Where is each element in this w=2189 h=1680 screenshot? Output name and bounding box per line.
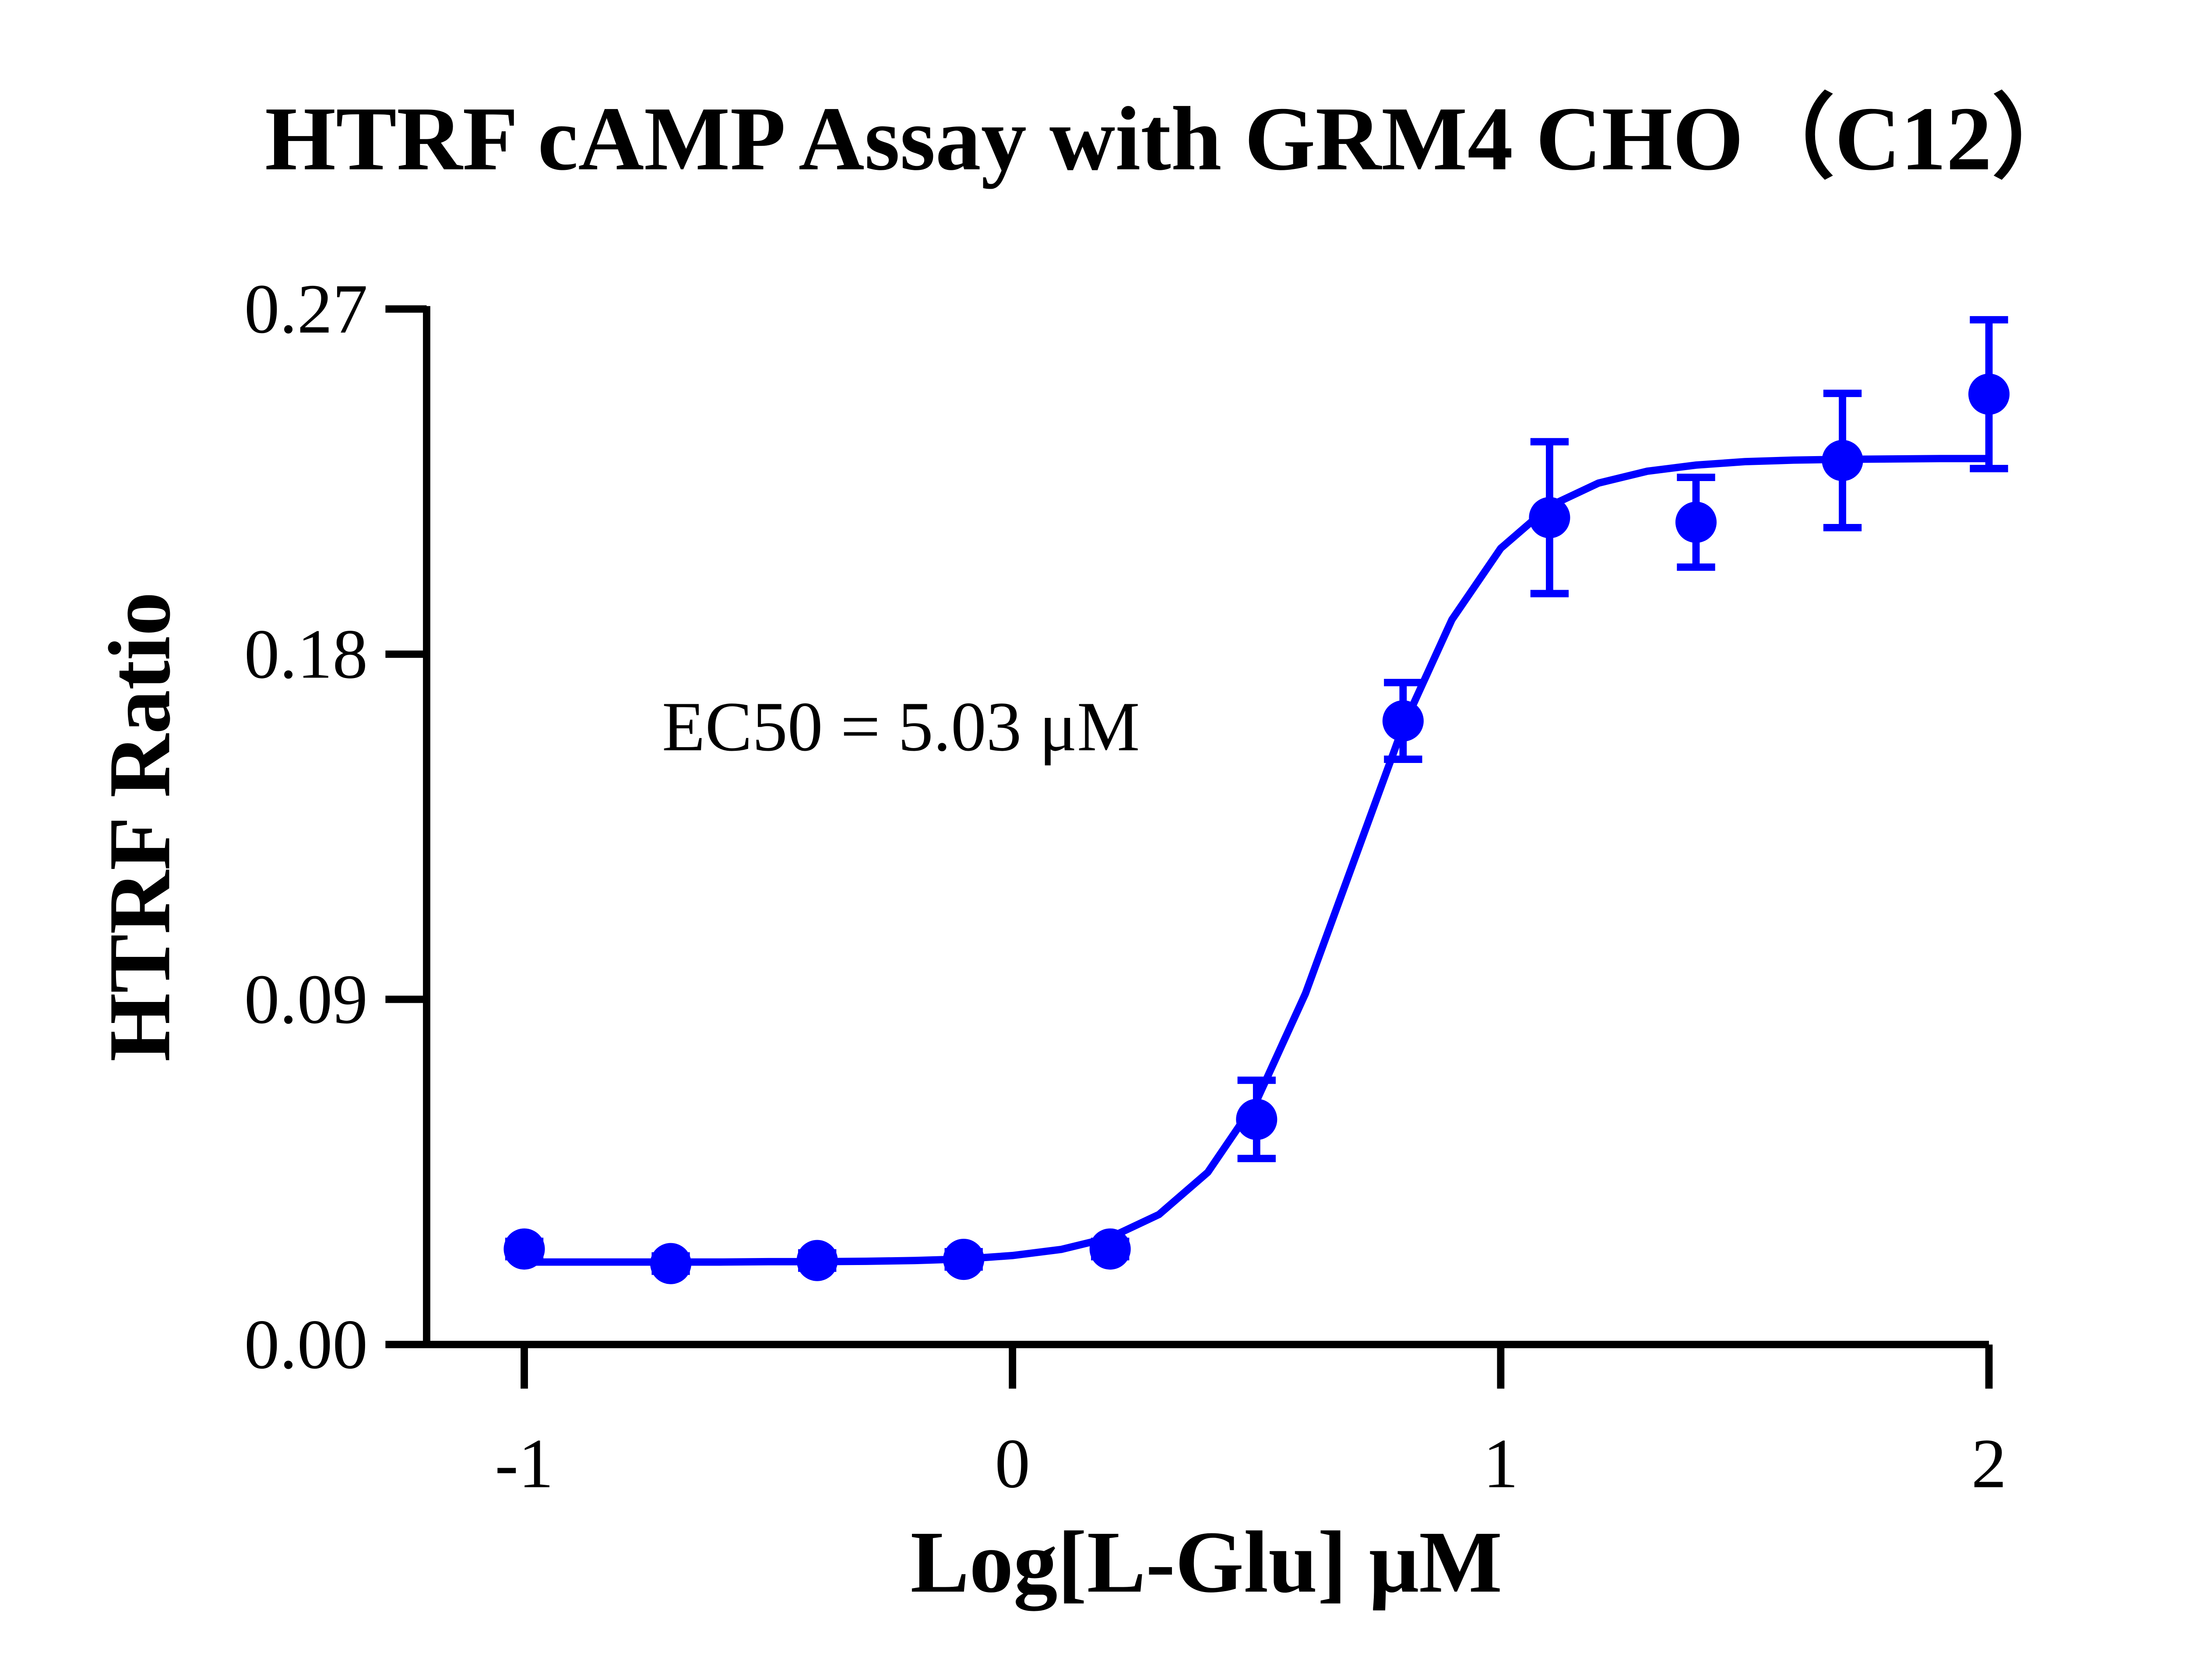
data-point bbox=[1529, 497, 1570, 538]
data-point bbox=[796, 1240, 838, 1281]
data-point bbox=[650, 1243, 692, 1284]
y-tick-label: 0.09 bbox=[244, 960, 368, 1038]
x-axis-label: Log[L-Glu] μM bbox=[910, 1513, 1502, 1611]
y-axis-label: HTRF Ratio bbox=[90, 592, 188, 1061]
y-tick-label: 0.18 bbox=[244, 615, 368, 693]
data-point bbox=[1089, 1228, 1131, 1270]
data-point bbox=[1382, 700, 1424, 742]
data-point bbox=[503, 1228, 545, 1270]
data-point bbox=[943, 1239, 985, 1280]
x-tick-label: 1 bbox=[1483, 1424, 1519, 1503]
x-tick-label: -1 bbox=[495, 1424, 553, 1503]
data-point bbox=[1236, 1099, 1278, 1140]
x-tick-label: 2 bbox=[1971, 1424, 2007, 1503]
annotation: EC50 = 5.03 μM bbox=[662, 687, 1140, 766]
y-tick-label: 0.00 bbox=[244, 1305, 368, 1383]
x-tick-label: 0 bbox=[995, 1424, 1030, 1503]
chart-title: HTRF cAMP Assay with GRM4 CHO（C12） bbox=[265, 88, 2083, 190]
y-tick-label: 0.27 bbox=[244, 270, 368, 348]
data-point bbox=[1675, 502, 1717, 543]
data-point bbox=[1822, 439, 1863, 482]
data-point bbox=[1968, 373, 2010, 415]
